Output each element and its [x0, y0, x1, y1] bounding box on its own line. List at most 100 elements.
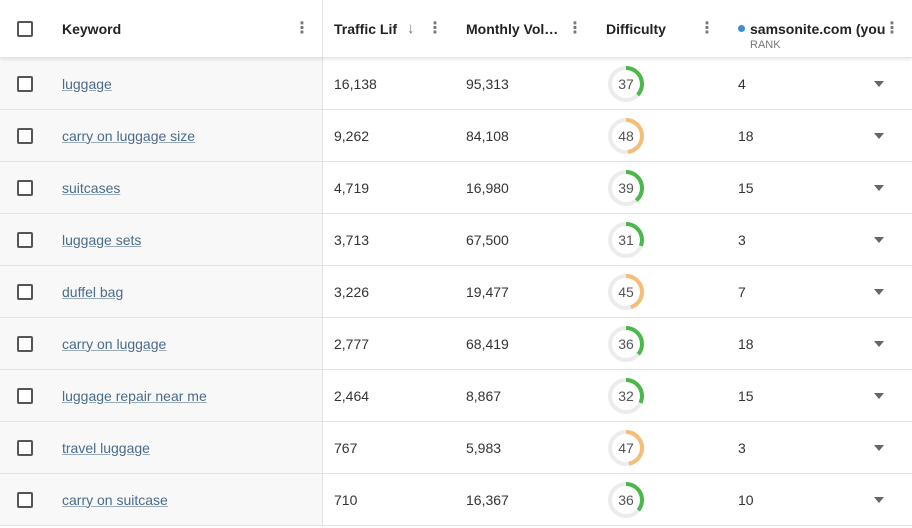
rank-dropdown[interactable]	[874, 184, 884, 191]
difficulty-value: 31	[618, 231, 634, 248]
gauge-svg	[608, 429, 644, 466]
rank-dropdown[interactable]	[874, 340, 884, 347]
difficulty-cell: 39	[595, 162, 727, 213]
keyword-cell: suitcases	[50, 162, 323, 213]
rank-dropdown[interactable]	[874, 496, 884, 503]
volume-value: 16,367	[466, 491, 509, 508]
volume-cell: 16,980	[455, 162, 595, 213]
volume-value: 19,477	[466, 283, 509, 300]
row-checkbox[interactable]	[17, 75, 33, 92]
row-checkbox[interactable]	[17, 335, 33, 352]
volume-cell: 95,313	[455, 58, 595, 109]
checkbox-cell	[0, 318, 50, 369]
header-label: Difficulty	[606, 20, 666, 37]
column-menu[interactable]: ⋮	[567, 19, 583, 37]
traffic-value: 710	[334, 491, 358, 508]
keyword-link[interactable]: luggage sets	[62, 231, 142, 248]
gauge-svg	[608, 221, 644, 258]
traffic-value: 9,262	[334, 127, 370, 144]
difficulty-value: 36	[618, 335, 634, 352]
traffic-cell: 16,138	[323, 58, 455, 109]
rank-cell: 15	[727, 162, 912, 213]
traffic-value: 2,777	[334, 335, 370, 352]
rank-cell: 18	[727, 318, 912, 369]
header-label: samsonite.com (you	[750, 20, 886, 37]
gauge-arc	[608, 169, 644, 206]
row-checkbox[interactable]	[17, 231, 33, 248]
column-menu[interactable]: ⋮	[699, 19, 715, 37]
gauge-svg	[608, 481, 644, 518]
keyword-link[interactable]: duffel bag	[62, 283, 124, 300]
traffic-value: 2,464	[334, 387, 370, 404]
volume-cell: 5,983	[455, 422, 595, 473]
rank-value: 10	[738, 491, 754, 508]
column-menu[interactable]: ⋮	[884, 19, 900, 37]
table-row: carry on suitcase 710 16,367 36 10	[0, 474, 912, 526]
rank-dropdown[interactable]	[874, 80, 884, 87]
row-checkbox[interactable]	[17, 491, 33, 508]
rank-dropdown[interactable]	[874, 288, 884, 295]
volume-value: 95,313	[466, 75, 509, 92]
difficulty-gauge: 48	[606, 116, 646, 156]
traffic-cell: 4,719	[323, 162, 455, 213]
rank-cell: 3	[727, 214, 912, 265]
gauge-svg	[608, 273, 644, 310]
header-keyword[interactable]: Keyword ⋮	[50, 0, 323, 57]
column-menu[interactable]: ⋮	[294, 19, 310, 37]
traffic-cell: 9,262	[323, 110, 455, 161]
gauge-arc	[608, 273, 644, 310]
table-row: duffel bag 3,226 19,477 45 7	[0, 266, 912, 318]
difficulty-value: 48	[618, 127, 634, 144]
rank-cell: 10	[727, 474, 912, 525]
keyword-link[interactable]: suitcases	[62, 179, 121, 196]
select-all-checkbox[interactable]	[17, 20, 33, 37]
column-menu[interactable]: ⋮	[427, 19, 443, 37]
keyword-link[interactable]: travel luggage	[62, 439, 150, 456]
keyword-link[interactable]: carry on luggage size	[62, 127, 196, 144]
rank-value: 3	[738, 439, 746, 456]
rank-value: 15	[738, 179, 754, 196]
rank-dropdown[interactable]	[874, 392, 884, 399]
rank-cell: 3	[727, 422, 912, 473]
sort-icon[interactable]: ↓	[407, 20, 415, 37]
rank-cell: 4	[727, 58, 912, 109]
header-domain[interactable]: samsonite.com (you RANK ⋮	[727, 0, 912, 57]
traffic-cell: 767	[323, 422, 455, 473]
rank-value: 18	[738, 335, 754, 352]
difficulty-value: 36	[618, 491, 634, 508]
table-row: suitcases 4,719 16,980 39 15	[0, 162, 912, 214]
keyword-cell: carry on luggage	[50, 318, 323, 369]
gauge-arc	[608, 65, 644, 102]
rank-value: 18	[738, 127, 754, 144]
volume-value: 16,980	[466, 179, 509, 196]
volume-value: 84,108	[466, 127, 509, 144]
keyword-link[interactable]: luggage	[62, 75, 112, 92]
keyword-link[interactable]: carry on luggage	[62, 335, 167, 352]
header-volume[interactable]: Monthly Vol… ⋮	[455, 0, 595, 57]
rank-dropdown[interactable]	[874, 236, 884, 243]
gauge-arc	[608, 325, 644, 362]
row-checkbox[interactable]	[17, 179, 33, 196]
rank-cell: 7	[727, 266, 912, 317]
keyword-link[interactable]: luggage repair near me	[62, 387, 207, 404]
row-checkbox[interactable]	[17, 127, 33, 144]
volume-value: 68,419	[466, 335, 509, 352]
gauge-svg	[608, 65, 644, 102]
gauge-arc	[608, 481, 644, 518]
header-traffic[interactable]: Traffic Lif ↓ ⋮	[323, 0, 455, 57]
header-difficulty[interactable]: Difficulty ⋮	[595, 0, 727, 57]
rank-dropdown[interactable]	[874, 444, 884, 451]
gauge-svg	[608, 117, 644, 154]
rank-dropdown[interactable]	[874, 132, 884, 139]
row-checkbox[interactable]	[17, 439, 33, 456]
row-checkbox[interactable]	[17, 283, 33, 300]
checkbox-cell	[0, 370, 50, 421]
header-sublabel: RANK	[750, 39, 781, 51]
difficulty-gauge: 32	[606, 376, 646, 416]
keyword-link[interactable]: carry on suitcase	[62, 491, 168, 508]
table-row: carry on luggage size 9,262 84,108 48 18	[0, 110, 912, 162]
volume-value: 8,867	[466, 387, 502, 404]
gauge-svg	[608, 169, 644, 206]
volume-cell: 67,500	[455, 214, 595, 265]
row-checkbox[interactable]	[17, 387, 33, 404]
